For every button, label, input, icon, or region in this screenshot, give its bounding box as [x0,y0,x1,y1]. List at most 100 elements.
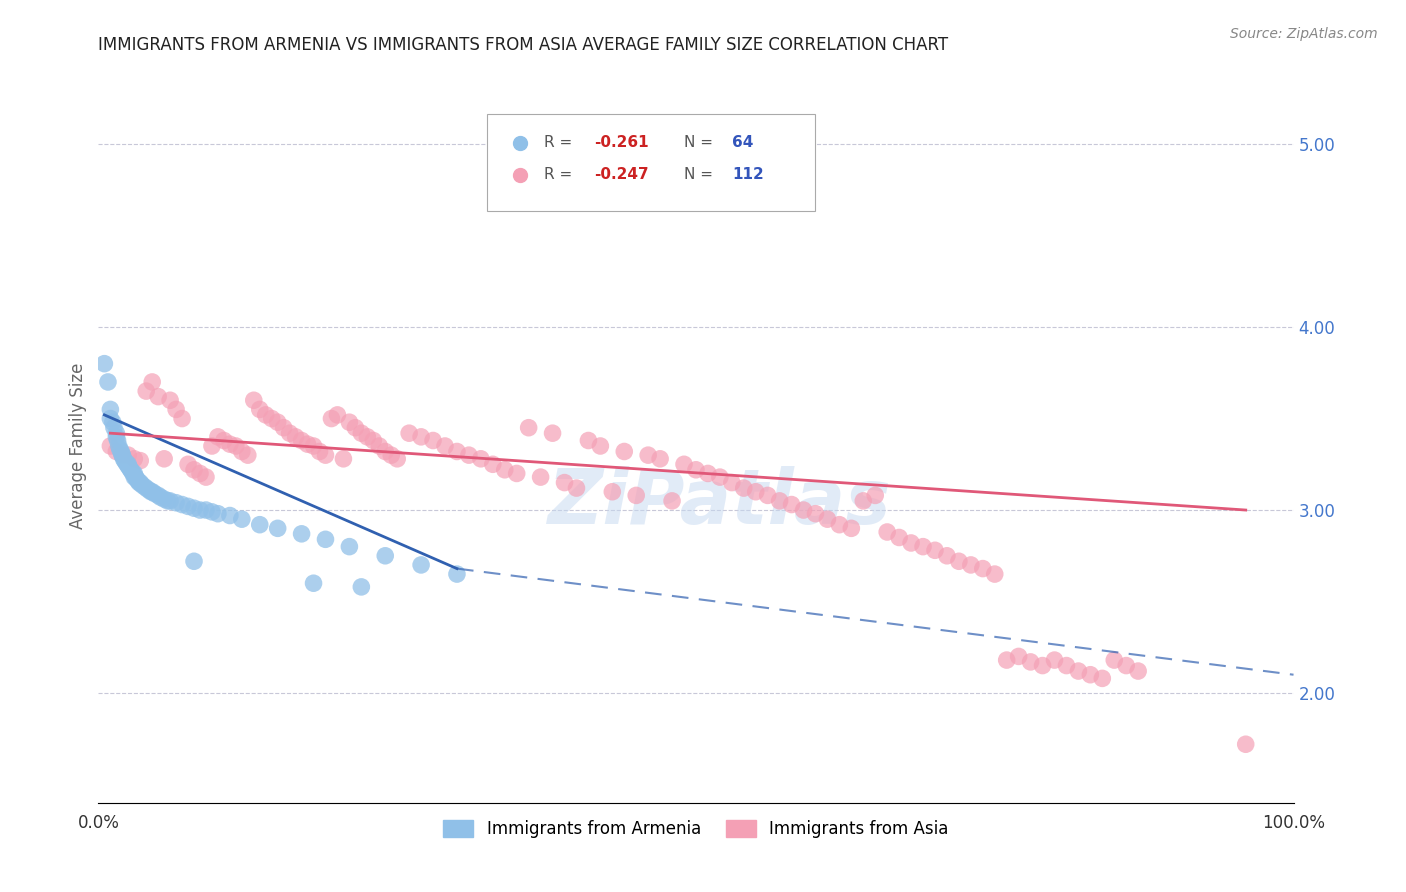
Point [105,444,128,458]
Point [1043,653,1066,667]
Point [972,561,994,575]
Point [267,415,290,429]
Point [948,554,970,568]
Point [900,536,922,550]
Point [98,402,122,417]
Text: IMMIGRANTS FROM ARMENIA VS IMMIGRANTS FROM ASIA AVERAGE FAMILY SIZE CORRELATION : IMMIGRANTS FROM ARMENIA VS IMMIGRANTS FR… [98,36,949,54]
Point [626,488,648,502]
Point [117,448,139,462]
Point [291,434,314,448]
Text: -0.261: -0.261 [595,136,650,150]
Point [339,415,361,429]
Point [98,439,122,453]
Point [153,491,176,506]
Point [111,448,134,462]
Point [267,521,290,535]
Point [159,393,181,408]
Point [685,463,707,477]
Point [124,470,146,484]
Point [188,467,211,481]
Point [308,444,330,458]
Point [103,420,125,434]
Point [207,430,229,444]
Point [117,458,139,472]
Point [278,426,301,441]
Point [1104,653,1126,667]
Text: R =: R = [544,136,572,150]
Point [219,437,242,451]
Point [165,496,187,510]
Point [273,420,295,434]
Point [411,558,433,572]
Point [1032,658,1054,673]
Point [132,479,155,493]
Point [127,474,149,488]
Point [578,434,600,448]
Point [114,453,136,467]
Point [249,517,271,532]
Point [139,484,162,499]
Point [110,444,132,458]
Point [188,503,211,517]
Point [637,448,659,462]
Point [195,470,218,484]
Point [554,475,576,490]
Point [302,439,325,453]
Point [124,451,146,466]
Point [315,448,337,462]
Point [108,442,131,457]
Point [124,470,146,484]
Point [648,451,672,466]
Point [344,420,367,434]
Point [458,448,481,462]
Point [756,488,779,502]
Point [129,475,152,490]
Point [446,444,468,458]
Point [141,375,163,389]
Point [93,357,115,371]
Point [661,494,683,508]
Point [876,524,898,539]
Point [97,375,120,389]
Point [118,461,141,475]
Point [321,411,343,425]
Text: R =: R = [544,168,572,182]
Point [284,430,307,444]
Point [148,390,170,404]
Point [243,393,266,408]
Text: N =: N = [685,136,713,150]
Point [236,448,259,462]
Point [434,439,457,453]
Point [1080,667,1102,681]
Point [156,494,179,508]
Point [368,439,391,453]
Point [124,467,146,481]
Point [117,459,139,474]
Point [107,439,129,453]
Point [422,434,444,448]
Point [470,451,492,466]
Point [374,549,396,563]
Point [841,521,863,535]
Point [141,484,163,499]
Point [177,500,200,514]
Point [143,486,166,500]
Point [697,467,720,481]
Point [291,526,314,541]
Point [1128,664,1150,678]
Point [129,453,152,467]
Point [107,434,129,448]
Point [212,434,235,448]
Point [709,470,731,484]
Point [1115,658,1137,673]
Point [111,448,134,462]
Point [374,444,396,458]
Point [398,426,420,441]
Legend: Immigrants from Armenia, Immigrants from Asia: Immigrants from Armenia, Immigrants from… [437,813,955,845]
Point [149,490,172,504]
Point [159,494,181,508]
Point [1019,655,1042,669]
Point [201,439,224,453]
Point [865,488,887,502]
Point [530,470,553,484]
